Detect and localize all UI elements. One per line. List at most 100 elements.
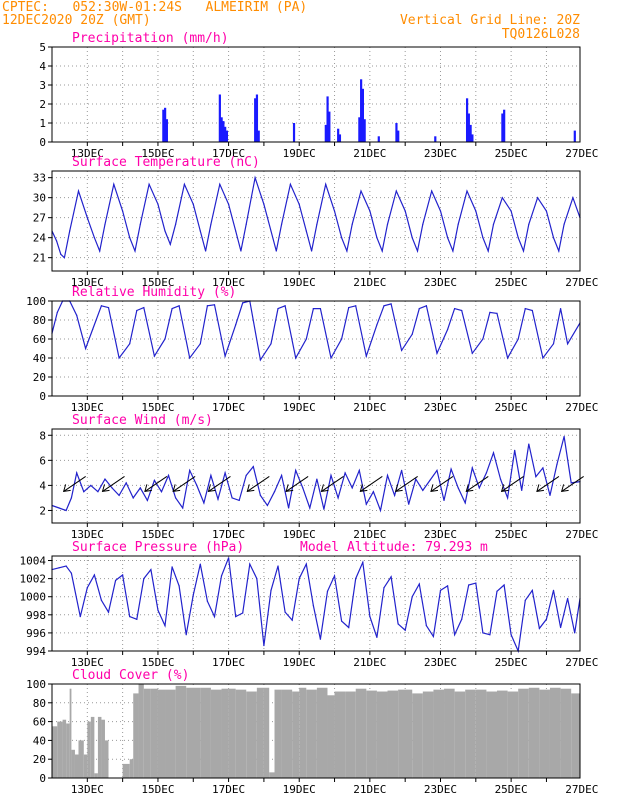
data-point [482, 632, 484, 634]
panel-frame [51, 300, 581, 397]
panel-2: Relative Humidity (%) 0 20 40 60 80 100 13DEC 15… [26, 285, 598, 414]
cloud-bar [175, 685, 187, 778]
cloud-bar [355, 688, 367, 778]
cloud-bar [52, 726, 58, 778]
precip-bar [358, 117, 361, 142]
data-point [376, 636, 378, 639]
y-tick-label: 2 [39, 98, 46, 111]
data-point [56, 311, 58, 313]
y-tick-label: 3 [39, 79, 46, 92]
data-point [466, 190, 468, 192]
y-tick-label: 27 [33, 212, 46, 225]
data-point [563, 223, 565, 225]
data-point [235, 324, 237, 326]
data-point [266, 504, 269, 507]
precip-bar [164, 107, 167, 142]
panel-frame [51, 555, 581, 652]
data-point [298, 578, 300, 580]
y-tick-label: 0 [39, 390, 46, 403]
panel-title: Cloud Cover (%) [72, 668, 189, 683]
precip-bar [338, 134, 342, 142]
data-point [129, 237, 131, 239]
x-tick-label: 17DEC [212, 528, 245, 541]
x-tick-label: 19DEC [283, 783, 316, 796]
panel-0: Precipitation (mm/h) 0 1 2 3 4 5 13DEC 15DEC 17DE… [39, 31, 598, 160]
data-point [227, 557, 230, 559]
cloud-bar [444, 688, 455, 778]
data-point [70, 572, 73, 574]
data-point [242, 612, 244, 614]
precip-bar [363, 119, 366, 142]
y-tick-label: 996 [26, 627, 46, 640]
data-point [355, 578, 357, 580]
data-point [277, 308, 279, 310]
data-point [535, 476, 537, 478]
panel-5: Cloud Cover (%) 0 20 40 60 80 100 13DEC 15DEC 17D… [26, 668, 598, 796]
data-point [450, 468, 452, 470]
data-point [510, 210, 512, 212]
precip-bar [165, 119, 168, 142]
cloud-bar [66, 723, 70, 778]
wind-arrow [172, 475, 196, 492]
data-point [365, 355, 367, 357]
x-tick-label: 17DEC [212, 401, 245, 414]
data-point [351, 487, 353, 489]
x-tick-label: 23DEC [424, 276, 457, 289]
data-point [263, 203, 265, 205]
data-point [393, 494, 396, 497]
cloud-bar [497, 690, 508, 778]
data-point [395, 190, 397, 192]
precip-bar [469, 124, 472, 142]
x-tick-label: 27DEC [565, 783, 598, 796]
panel-frame [51, 46, 581, 143]
cloud-bar [549, 687, 561, 778]
data-point [284, 611, 286, 613]
wind-arrow-head [560, 484, 569, 493]
y-tick-label: 80 [33, 697, 46, 710]
data-point [436, 469, 438, 471]
precip-bar [573, 130, 576, 142]
data-point [288, 507, 290, 509]
panel-annotation: Model Altitude: 79.293 m [300, 540, 488, 555]
x-tick-label: 19DEC [283, 276, 316, 289]
data-point [122, 210, 124, 212]
data-point [464, 502, 466, 504]
data-point [542, 467, 544, 469]
panel-frame [51, 683, 581, 779]
data-point [157, 203, 159, 205]
cloud-bar [454, 691, 466, 778]
data-point [446, 237, 449, 239]
cloud-bar [327, 695, 335, 778]
data-point [132, 497, 134, 499]
cloud-bar [422, 691, 434, 778]
cloud-bar [94, 773, 98, 778]
precip-bar [218, 94, 221, 142]
data-point [118, 494, 120, 497]
cloud-bar [398, 689, 413, 778]
x-tick-label: 15DEC [141, 656, 174, 669]
data-point [79, 616, 81, 618]
data-point [160, 491, 163, 493]
data-point [242, 302, 244, 304]
precip-bar [220, 117, 223, 142]
data-point [70, 497, 73, 499]
x-tick-label: 19DEC [283, 528, 316, 541]
y-tick-label: 100 [26, 295, 46, 308]
data-point [416, 250, 419, 252]
series-line [51, 557, 581, 654]
data-point [487, 250, 489, 252]
data-point [386, 223, 389, 225]
data-point [164, 338, 166, 340]
data-point [238, 499, 240, 502]
precip-bar [225, 130, 229, 142]
data-point [330, 474, 332, 476]
data-point [210, 474, 212, 476]
data-point [205, 250, 207, 252]
x-tick-label: 15DEC [141, 783, 174, 796]
cloud-bar [143, 688, 151, 778]
wind-arrow [395, 475, 418, 492]
data-point [570, 482, 572, 484]
cloud-bar [518, 688, 529, 778]
y-tick-label: 8 [39, 429, 46, 442]
data-point [552, 343, 555, 345]
